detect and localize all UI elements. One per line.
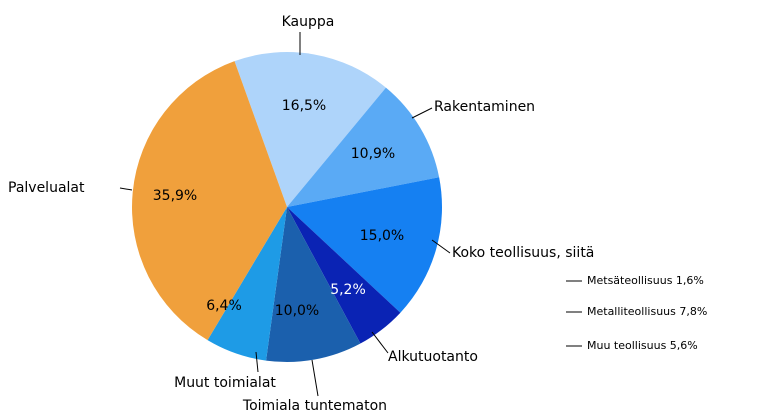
pie-slice xyxy=(287,207,401,344)
value-label: 16,5% xyxy=(282,98,326,114)
annotation: Muu teollisuus 5,6% xyxy=(587,339,698,352)
value-label: 10,9% xyxy=(351,146,395,162)
annotation: Metsäteollisuus 1,6% xyxy=(587,274,704,287)
value-label: 15,0% xyxy=(360,228,404,244)
pie-slice xyxy=(207,207,287,361)
leader-line xyxy=(119,187,133,191)
category-label: Koko teollisuus, siitä xyxy=(452,245,594,261)
value-label: 5,2% xyxy=(330,282,366,298)
pie-slice xyxy=(266,207,361,362)
category-label: Palvelualat xyxy=(8,180,85,196)
pie-slice xyxy=(234,52,386,208)
leader-line xyxy=(411,107,433,119)
leader-line xyxy=(311,359,319,397)
category-label: Toimiala tuntematon xyxy=(242,398,387,414)
leader-line xyxy=(255,351,259,373)
pie-slice xyxy=(287,87,440,207)
pie-slice xyxy=(131,61,287,341)
value-label: 10,0% xyxy=(275,303,319,319)
category-label: Rakentaminen xyxy=(434,99,535,115)
leader-line xyxy=(371,331,389,354)
category-label: Muut toimialat xyxy=(174,375,276,391)
value-label: 35,9% xyxy=(153,188,197,204)
category-label: Kauppa xyxy=(282,14,335,30)
category-label: Alkutuotanto xyxy=(388,349,478,365)
annotation: Metalliteollisuus 7,8% xyxy=(587,305,707,318)
leader-line xyxy=(431,239,451,254)
pie-slice xyxy=(287,177,442,313)
value-label: 6,4% xyxy=(206,298,242,314)
